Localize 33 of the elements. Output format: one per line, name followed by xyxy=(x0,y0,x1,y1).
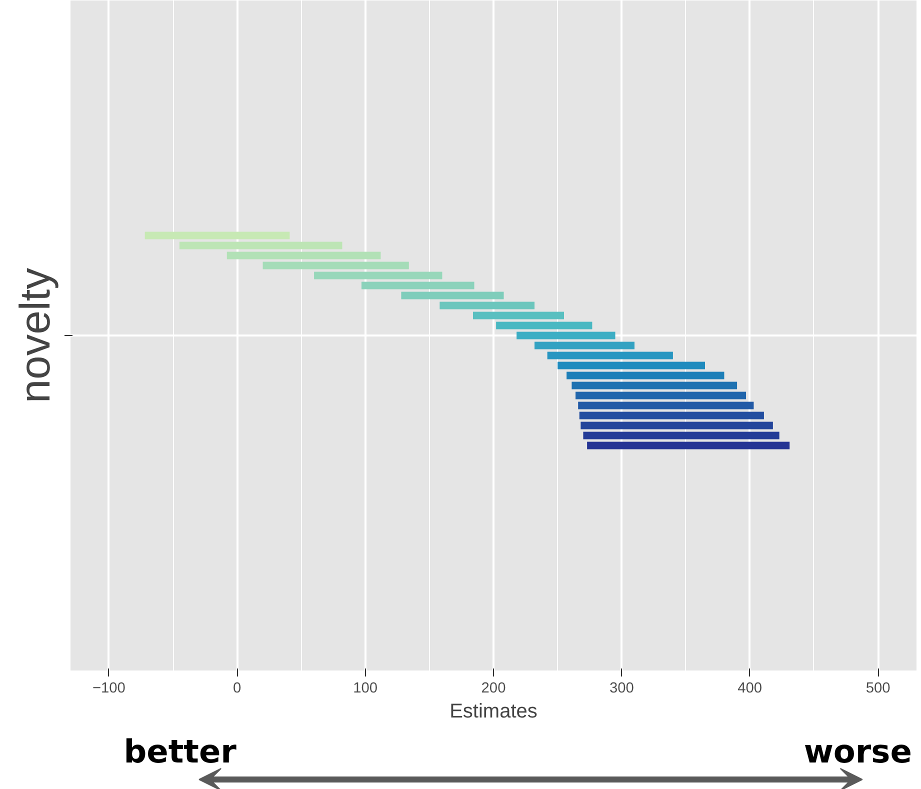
x-tick-label: 400 xyxy=(738,680,762,696)
bar xyxy=(579,412,764,420)
bar xyxy=(534,342,634,350)
bar xyxy=(496,322,592,330)
x-tick-label: 0 xyxy=(233,680,242,696)
bar xyxy=(179,242,342,250)
bar xyxy=(587,442,790,450)
x-tick-label: 100 xyxy=(353,680,378,696)
x-tick-label: −100 xyxy=(92,680,126,696)
bar xyxy=(558,362,705,370)
bar xyxy=(401,292,504,300)
bar xyxy=(144,232,290,240)
text: worse xyxy=(804,732,912,770)
text: better xyxy=(124,732,237,770)
bar xyxy=(361,282,474,290)
bar xyxy=(440,302,535,310)
bar xyxy=(578,402,754,410)
bar xyxy=(580,422,773,430)
bar xyxy=(576,392,746,400)
bar xyxy=(572,382,738,390)
bar xyxy=(516,332,616,340)
x-axis-title: Estimates xyxy=(450,700,538,722)
bar xyxy=(472,312,564,320)
bar xyxy=(583,432,780,440)
x-tick-label: 300 xyxy=(609,680,634,696)
bar xyxy=(226,252,381,260)
y-axis-title: novelty xyxy=(12,267,60,404)
bar xyxy=(566,372,724,380)
x-tick-label: 500 xyxy=(866,680,890,696)
x-tick-label: 200 xyxy=(481,680,506,696)
bar xyxy=(262,262,409,270)
bar xyxy=(314,272,442,280)
bar xyxy=(547,352,673,360)
